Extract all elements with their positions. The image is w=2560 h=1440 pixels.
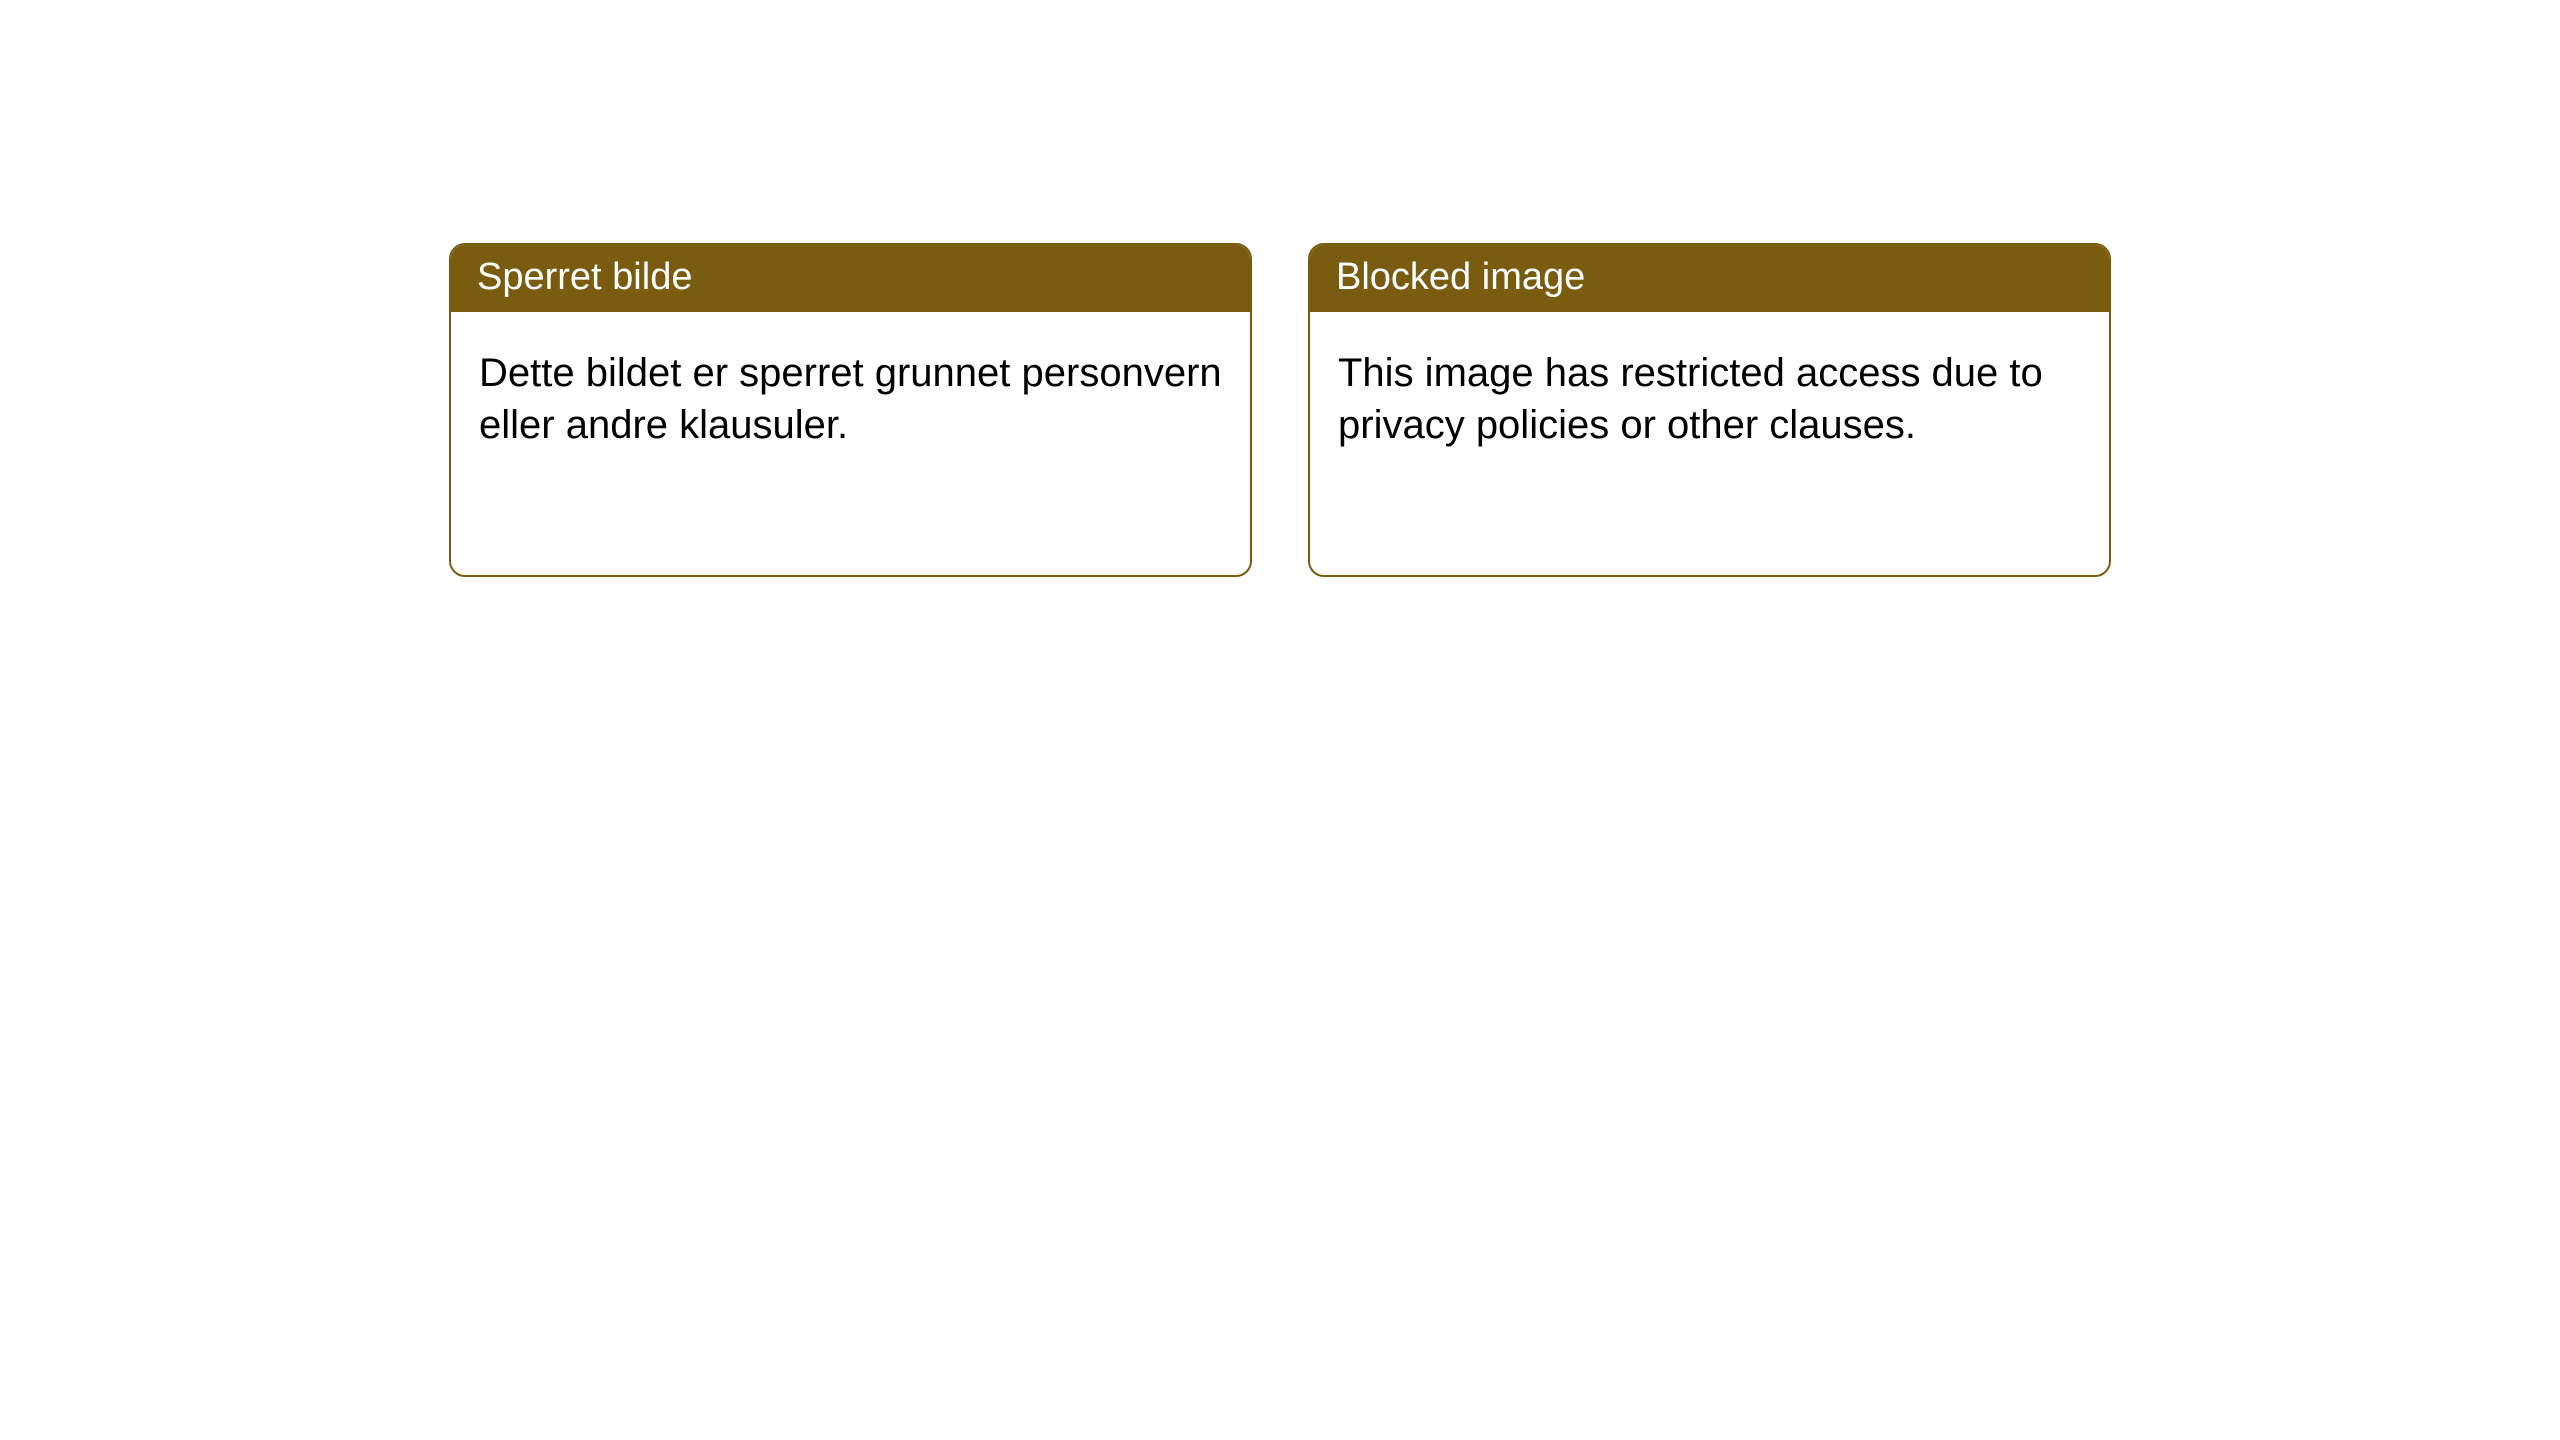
notice-title-english: Blocked image (1310, 245, 2109, 312)
notice-body-english: This image has restricted access due to … (1310, 312, 2109, 486)
notice-body-norwegian: Dette bildet er sperret grunnet personve… (451, 312, 1250, 486)
notice-box-english: Blocked image This image has restricted … (1308, 243, 2111, 577)
notice-container: Sperret bilde Dette bildet er sperret gr… (0, 0, 2560, 577)
notice-box-norwegian: Sperret bilde Dette bildet er sperret gr… (449, 243, 1252, 577)
notice-title-norwegian: Sperret bilde (451, 245, 1250, 312)
